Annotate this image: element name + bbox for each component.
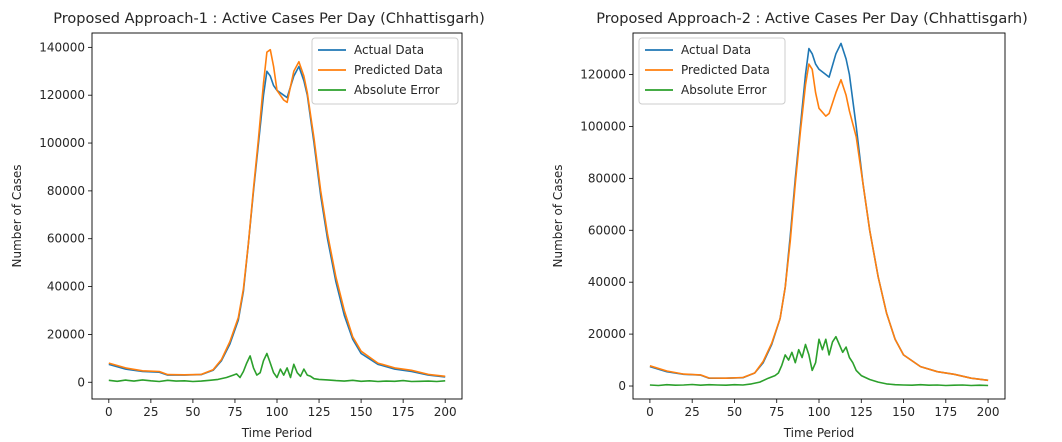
y-tick-label: 40000 bbox=[588, 275, 626, 289]
y-tick-label: 120000 bbox=[580, 68, 626, 82]
x-tick-label: 50 bbox=[185, 405, 200, 419]
legend-box bbox=[311, 37, 459, 105]
x-tick-label: 100 bbox=[808, 405, 831, 419]
y-tick-label: 40000 bbox=[47, 280, 85, 294]
x-tick-label: 150 bbox=[892, 405, 915, 419]
y-axis-label: Number of Cases bbox=[10, 164, 24, 267]
x-axis-label: Time Period bbox=[783, 426, 855, 440]
plot-frame bbox=[91, 32, 463, 400]
x-tick-label: 125 bbox=[850, 405, 873, 419]
plot-frame bbox=[632, 32, 1006, 400]
x-tick-label: 175 bbox=[934, 405, 957, 419]
chart-approach-2: Proposed Approach-2 : Active Cases Per D… bbox=[551, 11, 1028, 440]
legend-label: Predicted Data bbox=[354, 63, 443, 77]
axes-group: 0 25 50 75 100 125 150 175 200 0 20000 40000 60000 80… bbox=[39, 40, 456, 419]
y-tick-label: 0 bbox=[618, 379, 626, 393]
chart-title: Proposed Approach-1 : Active Cases Per D… bbox=[53, 11, 485, 27]
legend: Actual Data Predicted Data Absolute Error bbox=[311, 37, 459, 105]
legend: Actual Data Predicted Data Absolute Error bbox=[638, 37, 786, 105]
legend-box bbox=[638, 37, 786, 105]
chart-title: Proposed Approach-2 : Active Cases Per D… bbox=[596, 11, 1028, 27]
x-tick-label: 0 bbox=[646, 405, 654, 419]
y-tick-label: 20000 bbox=[47, 327, 85, 341]
series-line-absolute-error bbox=[108, 352, 446, 383]
x-tick-label: 125 bbox=[308, 405, 331, 419]
x-tick-label: 50 bbox=[727, 405, 742, 419]
y-tick-label: 140000 bbox=[39, 40, 85, 54]
y-axis-label: Number of Cases bbox=[551, 164, 565, 267]
legend-label: Absolute Error bbox=[354, 83, 440, 97]
x-tick-label: 0 bbox=[105, 405, 113, 419]
y-tick-label: 120000 bbox=[39, 88, 85, 102]
series-line-absolute-error bbox=[649, 335, 989, 387]
y-tick-label: 100000 bbox=[39, 136, 85, 150]
y-tick-label: 80000 bbox=[588, 171, 626, 185]
x-axis-label: Time Period bbox=[241, 426, 313, 440]
x-tick-label: 175 bbox=[392, 405, 415, 419]
series-group bbox=[649, 42, 989, 387]
x-tick-label: 200 bbox=[977, 405, 1000, 419]
series-group bbox=[108, 48, 446, 383]
x-tick-label: 200 bbox=[434, 405, 457, 419]
y-tick-label: 60000 bbox=[588, 223, 626, 237]
y-tick-label: 80000 bbox=[47, 184, 85, 198]
series-line-predicted-data bbox=[108, 48, 446, 378]
x-tick-label: 75 bbox=[769, 405, 784, 419]
axes-group: 0 25 50 75 100 125 150 175 200 0 20000 40000 60000 80… bbox=[580, 68, 999, 419]
legend-label: Actual Data bbox=[681, 43, 751, 57]
x-tick-label: 150 bbox=[350, 405, 373, 419]
y-tick-label: 100000 bbox=[580, 119, 626, 133]
x-tick-label: 75 bbox=[227, 405, 242, 419]
y-tick-label: 20000 bbox=[588, 327, 626, 341]
x-tick-label: 25 bbox=[685, 405, 700, 419]
legend-label: Actual Data bbox=[354, 43, 424, 57]
y-tick-label: 0 bbox=[77, 375, 85, 389]
series-line-predicted-data bbox=[649, 63, 989, 382]
y-tick-label: 60000 bbox=[47, 232, 85, 246]
legend-label: Predicted Data bbox=[681, 63, 770, 77]
x-tick-label: 25 bbox=[143, 405, 158, 419]
legend-label: Absolute Error bbox=[681, 83, 767, 97]
x-tick-label: 100 bbox=[266, 405, 289, 419]
chart-approach-1: Proposed Approach-1 : Active Cases Per D… bbox=[10, 11, 485, 440]
